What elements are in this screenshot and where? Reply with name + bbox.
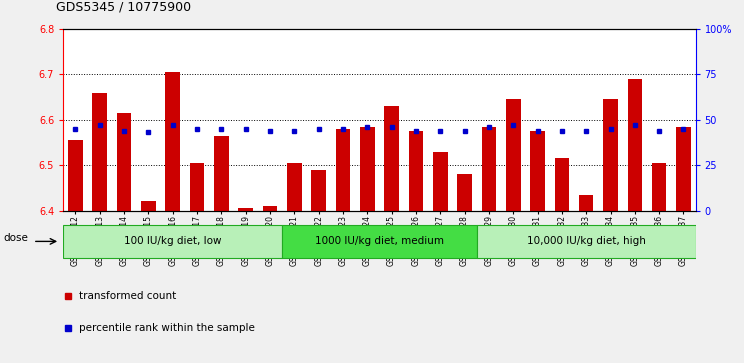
Text: 10,000 IU/kg diet, high: 10,000 IU/kg diet, high <box>527 236 646 246</box>
Bar <box>458 174 472 211</box>
Bar <box>214 136 228 211</box>
Bar <box>554 158 569 211</box>
Bar <box>408 131 423 211</box>
Bar <box>190 163 205 211</box>
Bar <box>336 129 350 211</box>
FancyBboxPatch shape <box>63 225 282 258</box>
Bar <box>506 99 521 211</box>
Bar <box>141 201 155 211</box>
Bar <box>385 106 399 211</box>
Bar <box>627 79 642 211</box>
Bar <box>676 127 690 211</box>
Bar <box>603 99 618 211</box>
FancyBboxPatch shape <box>477 225 696 258</box>
Bar <box>481 127 496 211</box>
Bar <box>117 113 132 211</box>
Bar <box>311 170 326 211</box>
Bar <box>530 131 545 211</box>
Bar <box>433 152 448 211</box>
Bar <box>92 93 107 211</box>
Text: percentile rank within the sample: percentile rank within the sample <box>79 323 254 333</box>
FancyBboxPatch shape <box>282 225 477 258</box>
Bar <box>287 163 301 211</box>
Text: 100 IU/kg diet, low: 100 IU/kg diet, low <box>124 236 222 246</box>
Bar <box>165 72 180 211</box>
Bar <box>68 140 83 211</box>
Bar <box>263 206 278 211</box>
Text: dose: dose <box>3 233 28 243</box>
Bar <box>238 208 253 211</box>
Bar <box>652 163 667 211</box>
Text: 1000 IU/kg diet, medium: 1000 IU/kg diet, medium <box>315 236 444 246</box>
Text: GDS5345 / 10775900: GDS5345 / 10775900 <box>56 1 191 14</box>
Bar <box>360 127 374 211</box>
Bar <box>579 195 594 211</box>
Text: transformed count: transformed count <box>79 291 176 301</box>
